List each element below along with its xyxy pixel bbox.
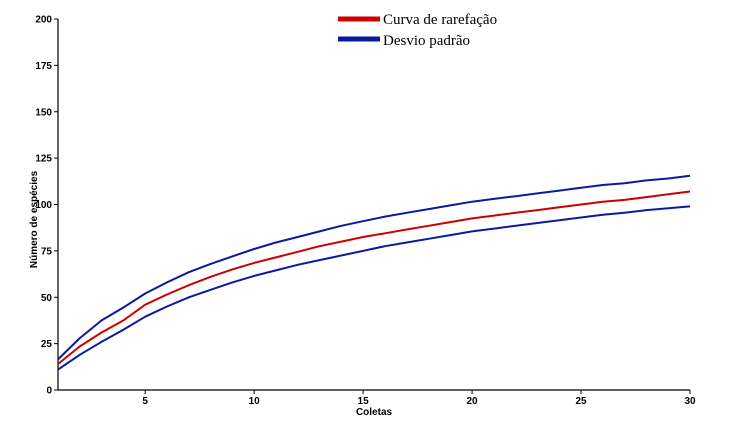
y-tick-label: 175 — [35, 61, 52, 72]
x-tick-label: 5 — [142, 396, 148, 407]
x-tick-label: 10 — [249, 396, 261, 407]
x-axis-title: Coletas — [356, 407, 393, 418]
y-axis-title: Número de espécies — [29, 170, 40, 268]
y-tick-label: 125 — [35, 154, 52, 165]
x-tick-label: 30 — [684, 396, 696, 407]
y-tick-label: 150 — [35, 107, 52, 118]
y-tick-label: 100 — [35, 200, 52, 211]
std-dev-lower-line — [57, 205, 691, 371]
y-axis-ticks: 0 25 50 75 100 125 150 175 200 — [35, 15, 58, 397]
x-axis-ticks: 5 10 15 20 25 30 — [142, 390, 696, 407]
y-tick-label: 200 — [35, 15, 52, 26]
x-tick-label: 20 — [467, 396, 479, 407]
legend-label-rarefaction: Curva de rarefação — [383, 12, 497, 28]
std-dev-upper-line — [57, 174, 691, 361]
series-lines — [57, 174, 691, 371]
x-tick-label: 25 — [575, 396, 587, 407]
legend-label-std-dev: Desvio padrão — [383, 33, 470, 49]
x-tick-label: 15 — [358, 396, 370, 407]
y-tick-label: 75 — [41, 246, 53, 257]
rarefaction-curve-line — [57, 190, 691, 365]
legend: Curva de rarefação Desvio padrão — [338, 12, 497, 49]
plot-area: 0 25 50 75 100 125 150 175 200 5 10 15 20 25 30 — [35, 15, 696, 408]
y-tick-label: 25 — [41, 339, 53, 350]
y-tick-label: 0 — [46, 386, 52, 397]
y-tick-label: 50 — [41, 293, 53, 304]
